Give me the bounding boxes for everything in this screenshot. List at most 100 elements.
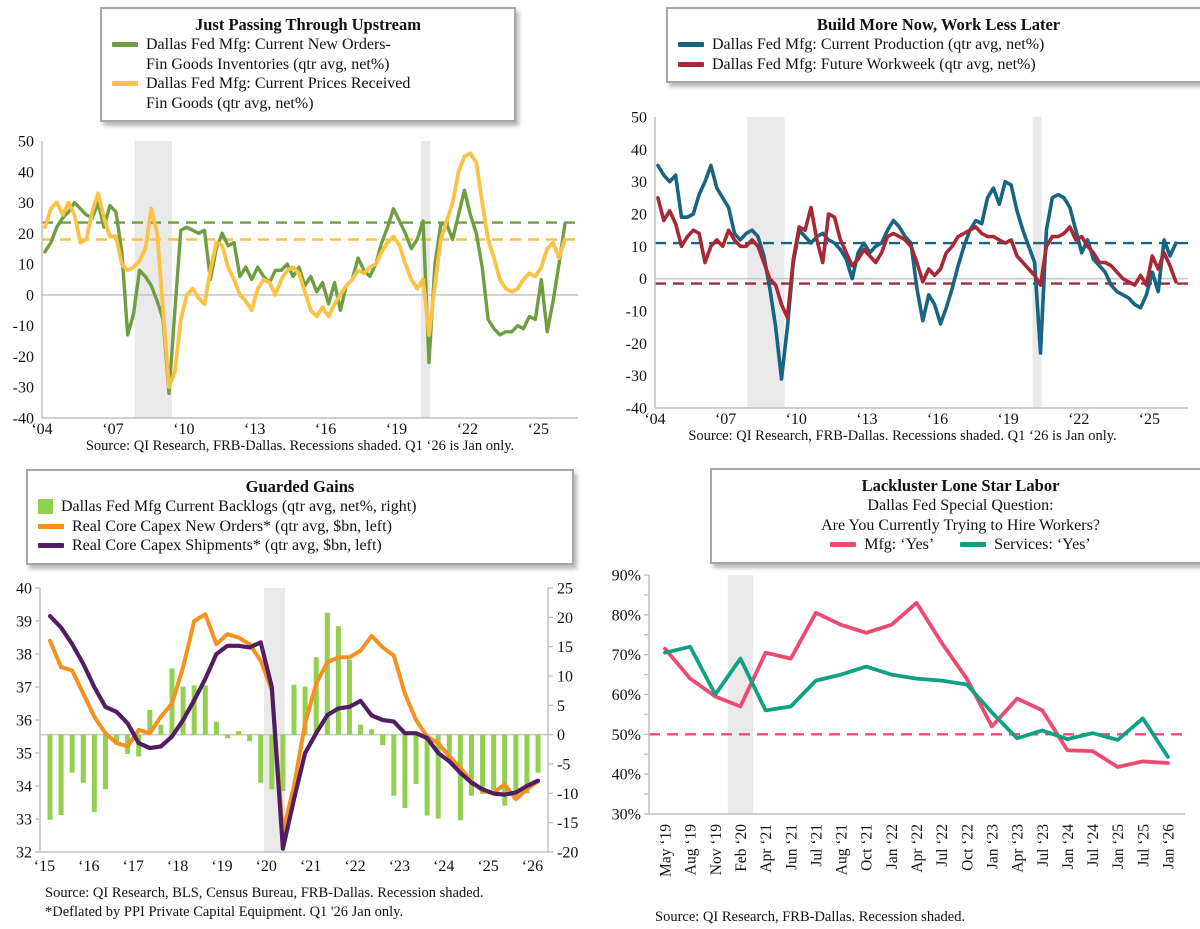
svg-text:‘26: ‘26	[522, 858, 543, 875]
svg-text:33: 33	[16, 812, 32, 829]
svg-text:37: 37	[16, 680, 32, 697]
svg-text:‘25: ‘25	[477, 858, 498, 875]
series-swatch-icon	[38, 523, 64, 529]
svg-text:Jul ‘23: Jul ‘23	[1035, 824, 1052, 867]
svg-text:0: 0	[639, 271, 647, 288]
legend-item-capex-new-orders: Real Core Capex New Orders* (qtr avg, $b…	[38, 517, 562, 537]
series-swatch-icon	[960, 542, 987, 548]
svg-text:Apr ‘23: Apr ‘23	[1010, 824, 1027, 873]
legend-label: Dallas Fed Mfg: Future Workweek (qtr avg…	[712, 55, 1036, 73]
upstream-plot: 50 40 30 20 10 0 -10 -20 -30 -40‘04 ‘07 ‘10 ‘13 ‘16 ‘1…	[13, 134, 578, 438]
svg-text:‘24: ‘24	[433, 858, 454, 875]
svg-text:‘04: ‘04	[644, 411, 665, 428]
svg-text:Jul ‘24: Jul ‘24	[1085, 824, 1102, 867]
svg-text:-40: -40	[13, 411, 34, 428]
svg-text:‘16: ‘16	[78, 858, 99, 875]
svg-text:-20: -20	[557, 845, 578, 862]
svg-text:Oct ‘21: Oct ‘21	[859, 824, 876, 871]
labor-hiring-plot: 90% 80% 70% 60% 50% 40% 30% May ‘19 Aug ‘19 Nov ‘…	[612, 568, 1185, 877]
svg-text:30%: 30%	[612, 807, 641, 824]
svg-text:36: 36	[16, 713, 32, 730]
svg-text:38: 38	[16, 647, 32, 664]
svg-text:‘17: ‘17	[123, 858, 144, 875]
svg-text:‘25: ‘25	[528, 421, 549, 438]
legend-item-capex-shipments: Real Core Capex Shipments* (qtr avg, $bn…	[38, 536, 562, 556]
svg-text:50%: 50%	[612, 727, 641, 744]
legend-label: Dallas Fed Mfg Current Backlogs (qtr avg…	[61, 498, 417, 516]
svg-text:‘22: ‘22	[344, 858, 365, 875]
svg-text:60%: 60%	[612, 687, 641, 704]
svg-text:‘10: ‘10	[173, 421, 194, 438]
svg-text:39: 39	[16, 614, 32, 631]
svg-text:5: 5	[557, 698, 565, 715]
svg-text:‘04: ‘04	[31, 421, 52, 438]
legend-label: Real Core Capex Shipments* (qtr avg, $bn…	[72, 537, 382, 555]
chart-upstream: 50 40 30 20 10 0 -10 -20 -30 -40 ‘04 ‘07 ‘10 ‘13 ‘16 ‘1…	[0, 0, 600, 462]
source-note: Source: QI Research, BLS, Census Bureau,…	[45, 884, 590, 922]
svg-text:-10: -10	[13, 318, 34, 335]
legend-item-mfg-yes: Mfg: ‘Yes’	[830, 535, 934, 555]
svg-text:Aug ‘21: Aug ‘21	[834, 824, 851, 875]
legend-items-row: Mfg: ‘Yes’ Services: ‘Yes’	[722, 535, 1199, 555]
chart-guarded-gains: 40 39 38 37 36 35 34 33 32 25 20 15 10 5 0 -5 -10 -15 -20 ‘…	[0, 464, 610, 929]
svg-text:-5: -5	[557, 757, 570, 774]
svg-text:0: 0	[557, 727, 565, 744]
svg-text:‘13: ‘13	[244, 421, 265, 438]
source-note: Source: QI Research, FRB-Dallas. Recessi…	[85, 438, 515, 454]
svg-text:Jul ‘21: Jul ‘21	[808, 824, 825, 867]
svg-text:‘19: ‘19	[386, 421, 407, 438]
series-swatch-icon	[112, 42, 138, 48]
svg-text:-40: -40	[626, 401, 647, 418]
svg-text:-30: -30	[13, 380, 34, 397]
legend-guarded-gains: Guarded Gains Dallas Fed Mfg Current Bac…	[26, 469, 574, 565]
legend-item-future-workweek: Dallas Fed Mfg: Future Workweek (qtr avg…	[678, 55, 1199, 75]
svg-text:‘18: ‘18	[167, 858, 188, 875]
svg-text:50: 50	[18, 134, 34, 151]
legend-item-services-yes: Services: ‘Yes’	[960, 535, 1091, 555]
series-swatch-icon	[830, 542, 857, 548]
svg-text:Apr ‘22: Apr ‘22	[909, 824, 926, 873]
guarded-gains-plot: 40 39 38 37 36 35 34 33 32 25 20 15 10 5 0 -5 -10 -15 -20 ‘…	[16, 581, 578, 876]
svg-text:‘10: ‘10	[786, 411, 807, 428]
chart-labor-hiring: 90% 80% 70% 60% 50% 40% 30% May ‘19 Aug ‘19 Nov ‘…	[610, 464, 1200, 929]
svg-text:Feb ‘20: Feb ‘20	[733, 824, 750, 872]
legend-upstream: Just Passing Through Upstream Dallas Fed…	[100, 7, 516, 123]
svg-text:30: 30	[631, 174, 647, 191]
svg-text:70%: 70%	[612, 647, 641, 664]
svg-text:‘19: ‘19	[997, 411, 1018, 428]
svg-text:-10: -10	[626, 304, 647, 321]
svg-text:Oct ‘22: Oct ‘22	[959, 824, 976, 871]
svg-text:Jan ‘22: Jan ‘22	[884, 824, 901, 869]
svg-text:May ‘19: May ‘19	[658, 824, 675, 877]
svg-text:20: 20	[18, 226, 34, 243]
chart-title: Lackluster Lone Star Labor	[861, 476, 1060, 495]
svg-text:‘23: ‘23	[389, 858, 410, 875]
production-workweek-plot: 50 40 30 20 10 0 -10 -20 -30 -40‘04 ‘07 ‘10 ‘13 ‘16 ‘1…	[626, 110, 1188, 428]
chart-subtitle-1: Dallas Fed Special Question:	[867, 497, 1054, 515]
legend-item-current-production: Dallas Fed Mfg: Current Production (qtr …	[678, 35, 1199, 55]
svg-text:‘15: ‘15	[34, 858, 55, 875]
legend-item-backlogs: Dallas Fed Mfg Current Backlogs (qtr avg…	[38, 497, 562, 517]
svg-text:-10: -10	[557, 786, 578, 803]
svg-text:Jan ‘25: Jan ‘25	[1110, 824, 1127, 869]
series-swatch-icon	[112, 81, 138, 87]
source-line-2: *Deflated by PPI Private Capital Equipme…	[45, 903, 404, 920]
svg-text:20: 20	[557, 610, 573, 627]
chart-subtitle-2: Are You Currently Trying to Hire Workers…	[821, 516, 1100, 534]
svg-text:34: 34	[16, 779, 32, 796]
svg-text:40: 40	[18, 164, 34, 181]
legend-production-workweek: Build More Now, Work Less Later Dallas F…	[666, 7, 1200, 84]
svg-text:30: 30	[18, 195, 34, 212]
svg-text:-15: -15	[557, 815, 578, 832]
svg-text:0: 0	[26, 287, 34, 304]
svg-text:10: 10	[557, 669, 573, 686]
svg-text:‘22: ‘22	[457, 421, 478, 438]
legend-label: Dallas Fed Mfg: Current New Orders- Fin G…	[146, 36, 391, 73]
svg-text:Jan ‘23: Jan ‘23	[984, 824, 1001, 869]
svg-text:40%: 40%	[612, 767, 641, 784]
chart-title: Just Passing Through Upstream	[194, 15, 421, 34]
svg-text:Jan ‘26: Jan ‘26	[1161, 824, 1178, 869]
svg-text:10: 10	[631, 239, 647, 256]
svg-text:‘22: ‘22	[1068, 411, 1089, 428]
